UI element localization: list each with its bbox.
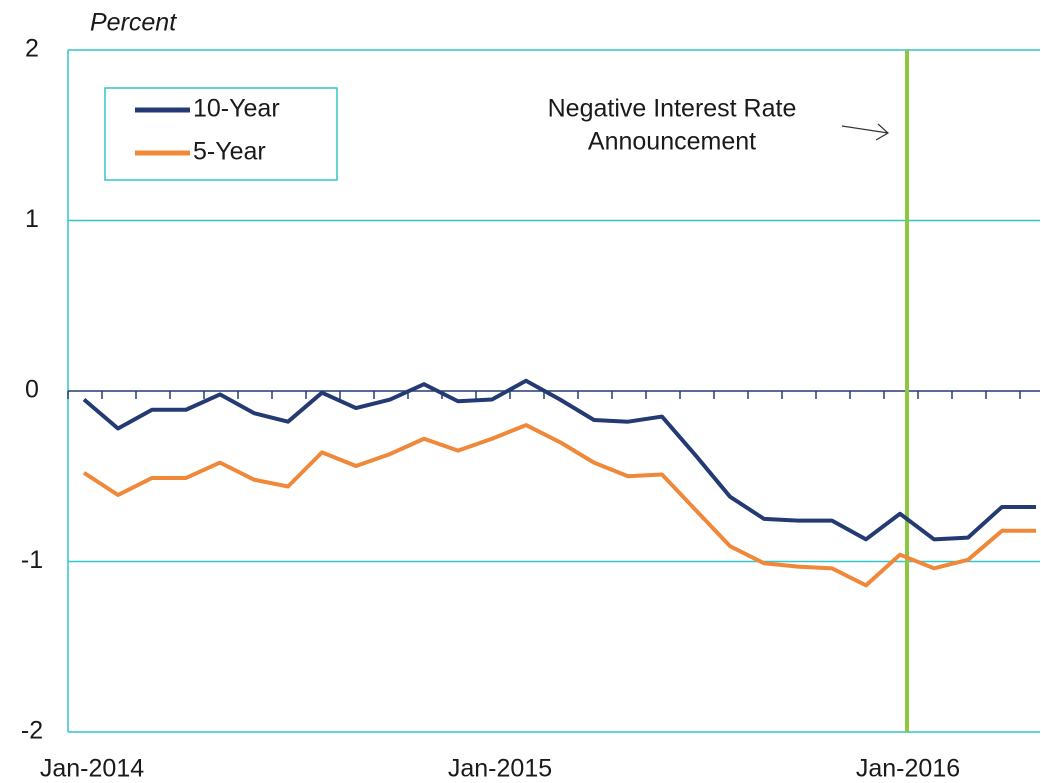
y-tick-label: 1 [25,205,39,233]
legend-label: 10-Year [193,95,280,123]
legend-label: 5-Year [193,138,266,166]
series-line [82,423,1036,588]
y-tick-label: 0 [25,376,39,404]
y-tick-label: -2 [21,717,43,745]
x-tick-label: Jan-2016 [856,755,960,783]
x-tick-label: Jan-2015 [448,755,552,783]
annotation-arrow [841,123,890,141]
series-line [82,378,1036,542]
y-tick-label: 2 [25,35,39,63]
y-axis-label: Percent [90,9,177,37]
annotation: Negative Interest Rate [548,95,797,123]
y-tick-label: -1 [21,546,43,574]
legend-box [104,87,338,181]
annotation: Announcement [588,128,756,156]
x-tick-label: Jan-2014 [40,755,144,783]
